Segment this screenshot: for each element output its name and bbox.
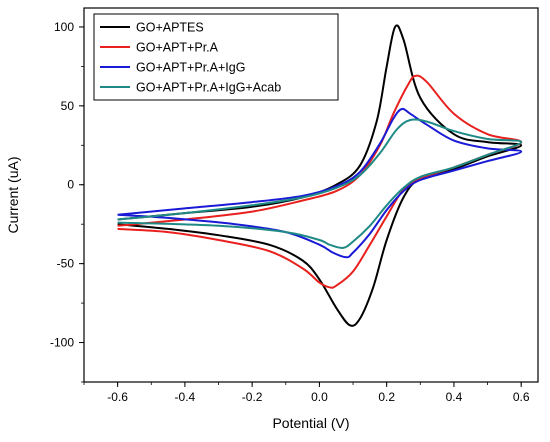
legend-label: GO+APT+Pr.A+IgG <box>136 61 245 75</box>
y-tick-label: -50 <box>57 257 75 271</box>
x-tick-label: -0.6 <box>107 390 128 404</box>
series-line-2 <box>117 74 523 289</box>
legend: GO+APTES GO+APT+Pr.A GO+APT+Pr.A+IgG GO+APT… <box>93 13 339 101</box>
series-line-3 <box>117 107 523 259</box>
y-tick-label: 50 <box>61 99 75 113</box>
legend-label: GO+APT+Pr.A+IgG+Acab <box>136 81 281 95</box>
legend-label: GO+APTES <box>136 21 204 35</box>
x-tick-label: 0.4 <box>446 390 463 404</box>
series-layer <box>117 24 523 327</box>
axes-layer: -0.6 -0.4 -0.2 0.0 0.2 0.4 0.6 -100 -50 0 50 100 <box>50 20 530 404</box>
x-tick-label: 0.0 <box>311 390 328 404</box>
x-tick-label: -0.4 <box>175 390 196 404</box>
y-axis-title: Current (uA) <box>5 156 21 233</box>
y-tick-label: 0 <box>67 178 74 192</box>
plot-border <box>83 7 539 383</box>
y-tick-label: -100 <box>50 336 74 350</box>
plot-frame <box>83 7 539 383</box>
legend-label: GO+APT+Pr.A <box>136 41 219 55</box>
x-tick-label: 0.2 <box>378 390 395 404</box>
x-tick-label: -0.2 <box>242 390 263 404</box>
x-axis-title: Potential (V) <box>272 415 349 431</box>
legend-box <box>93 13 339 101</box>
x-tick-label: 0.6 <box>513 390 530 404</box>
series-line-4 <box>117 118 523 249</box>
y-tick-label: 100 <box>54 20 74 34</box>
series-line-1 <box>117 24 523 327</box>
